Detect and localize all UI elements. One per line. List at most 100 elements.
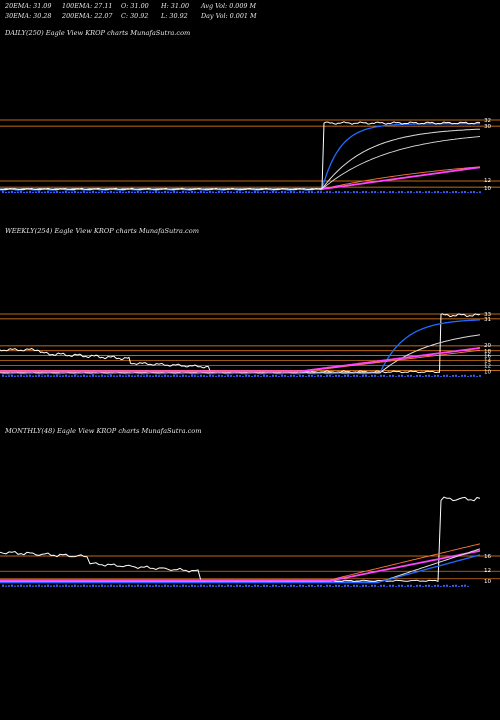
monthly-chart: 16 12 10 (0, 496, 500, 587)
volume-bar (194, 375, 196, 377)
volume-bar (464, 584, 466, 587)
volume-bar (197, 585, 199, 587)
volume-bar (440, 376, 442, 377)
volume-bar (425, 374, 427, 377)
volume-bar (479, 191, 481, 194)
volume-bar (38, 190, 40, 194)
ema-slow-line (0, 549, 481, 582)
volume-bar (269, 192, 271, 194)
volume-bar (170, 585, 172, 587)
volume-bar (191, 584, 193, 587)
volume-bar (350, 376, 352, 377)
volume-bar (11, 584, 13, 587)
volume-bar (356, 191, 358, 194)
volume-bar (359, 376, 361, 377)
volume-bar (422, 376, 424, 377)
volume-bar (5, 191, 7, 194)
volume-bar (260, 192, 262, 194)
volume-bar (392, 191, 394, 194)
volume-bar (326, 374, 328, 377)
volume-bar (158, 375, 160, 377)
volume-bar (317, 374, 319, 377)
volume-bar (392, 374, 394, 377)
volume-bar (245, 190, 247, 194)
volume-bar (110, 190, 112, 194)
volume-bar (47, 374, 49, 377)
volume-bar (308, 374, 310, 377)
level-tick-label: 16 (484, 554, 492, 560)
volume-bar (437, 584, 439, 587)
volume-bar (380, 374, 382, 377)
volume-bar (140, 191, 142, 194)
volume-bar (116, 191, 118, 194)
volume-bar (20, 190, 22, 194)
volume-bar (194, 191, 196, 194)
volume-bar (275, 375, 277, 377)
volume-bar (260, 585, 262, 587)
volume-bar (218, 374, 220, 377)
volume-bar (101, 584, 103, 587)
volume-bar (134, 375, 136, 377)
volume-bar (401, 191, 403, 194)
volume-bar (347, 374, 349, 377)
volume-bar (407, 374, 409, 377)
volume-bar (260, 375, 262, 377)
volume-bar (146, 584, 148, 587)
volume-bar (314, 586, 316, 587)
volume-bar (404, 376, 406, 377)
volume-bar (77, 585, 79, 587)
volume-bar (410, 191, 412, 194)
volume-bar (407, 191, 409, 194)
volume-bar (32, 585, 34, 587)
volume-bar (152, 585, 154, 587)
volume-bar (17, 585, 19, 587)
volume-bar (290, 191, 292, 194)
volume-bar (200, 190, 202, 194)
volume-bar (467, 192, 469, 194)
volume-bar (5, 585, 7, 587)
volume-bar (227, 584, 229, 587)
level-tick-label: 12 (484, 568, 491, 574)
volume-bar (332, 586, 334, 587)
volume-bar (290, 584, 292, 587)
volume-bar (419, 374, 421, 377)
volume-bar (38, 584, 40, 587)
volume-bar (245, 374, 247, 377)
volume-bar (98, 191, 100, 194)
volume-bar (194, 585, 196, 587)
level-tick-label: 18 (484, 349, 492, 355)
volume-bar (353, 584, 355, 587)
volume-bar (446, 191, 448, 194)
volume-bar (56, 584, 58, 587)
ema-fast-line (0, 554, 481, 584)
ema-long-line (0, 543, 481, 581)
volume-bar (380, 191, 382, 194)
volume-bar (437, 374, 439, 377)
volume-bar (38, 374, 40, 377)
volume-bar (128, 584, 130, 587)
high-stat: H: 31.00 (161, 2, 190, 10)
volume-bar (158, 585, 160, 587)
volume-bar (338, 374, 340, 377)
volume-bar (440, 586, 442, 587)
volume-bar (239, 585, 241, 587)
volume-bar (32, 375, 34, 377)
volume-bar (26, 191, 28, 194)
volume-bar (107, 375, 109, 377)
volume-bar (467, 585, 469, 587)
volume-bar (467, 375, 469, 377)
volume-bar (122, 375, 124, 377)
volume-bar (8, 375, 10, 377)
volume-bar (302, 191, 304, 194)
volume-bar (296, 192, 298, 194)
volume-bar (161, 585, 163, 587)
volume-bar (239, 191, 241, 194)
ema200-stat: 200EMA: 22.07 (62, 12, 113, 20)
volume-bar (80, 585, 82, 587)
volume-bar (344, 584, 346, 587)
volume-bar (290, 374, 292, 377)
volume-bar (464, 190, 466, 194)
volume-bar (251, 585, 253, 587)
volume-bar (479, 375, 481, 377)
volume-bar (224, 192, 226, 194)
